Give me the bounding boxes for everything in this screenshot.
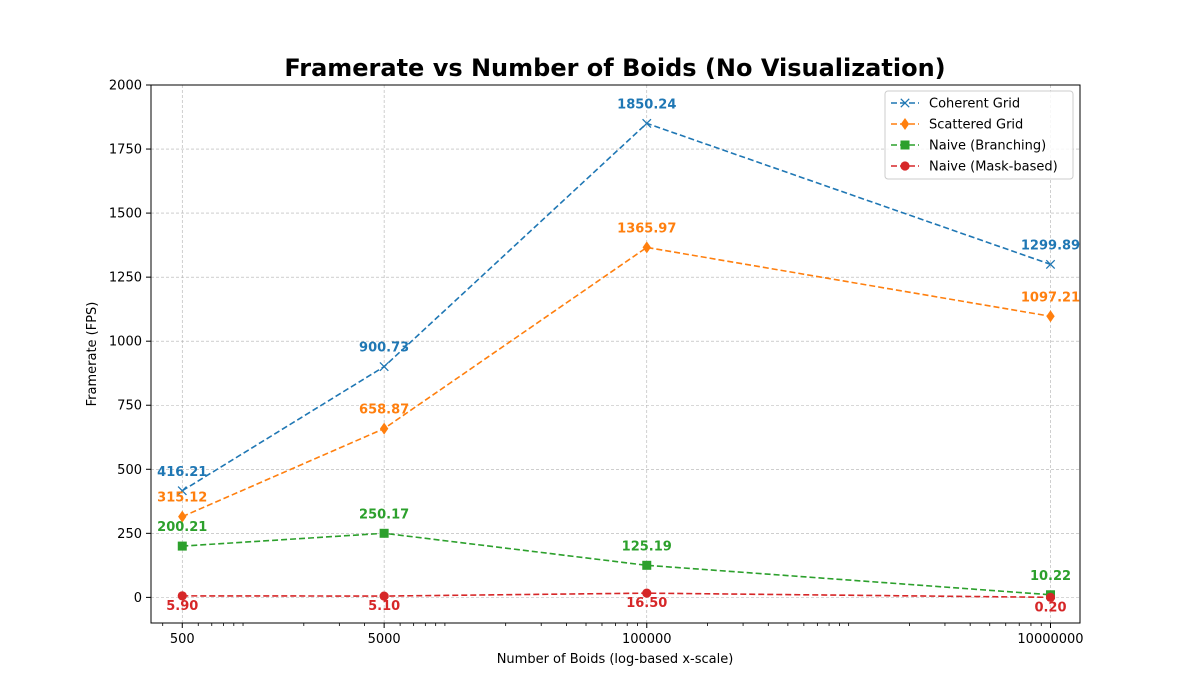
series-line-scattered-grid bbox=[181, 246, 1051, 518]
y-axis-label: Framerate (FPS) bbox=[85, 302, 100, 407]
series-scattered-grid bbox=[178, 241, 1055, 523]
x-tick-label: 10000000 bbox=[1017, 632, 1083, 647]
data-point bbox=[177, 486, 187, 496]
data-label: 125.19 bbox=[622, 539, 672, 554]
data-label: 1097.21 bbox=[1021, 290, 1080, 305]
data-point bbox=[379, 591, 389, 601]
legend-item: Naive (Branching) bbox=[891, 139, 1046, 154]
data-point bbox=[642, 560, 652, 570]
data-point bbox=[178, 510, 187, 523]
series-line-coherent-grid bbox=[181, 122, 1051, 492]
y-tick-label: 0 bbox=[134, 591, 142, 606]
legend-marker bbox=[900, 98, 910, 108]
data-label: 900.73 bbox=[359, 341, 409, 356]
data-point bbox=[642, 241, 651, 254]
legend-item: Scattered Grid bbox=[891, 118, 1023, 133]
legend-marker bbox=[900, 161, 910, 171]
y-tick-label: 1500 bbox=[109, 207, 142, 222]
legend-label: Naive (Mask-based) bbox=[929, 160, 1058, 175]
data-point bbox=[177, 541, 187, 551]
legend-item: Naive (Mask-based) bbox=[891, 160, 1058, 175]
data-point bbox=[1045, 592, 1056, 602]
series-naive-branching bbox=[177, 528, 1056, 600]
data-point bbox=[1045, 259, 1056, 270]
data-label: 416.21 bbox=[157, 465, 207, 480]
y-tick-label: 1000 bbox=[109, 335, 142, 350]
data-label: 200.21 bbox=[157, 520, 207, 535]
data-labels: 416.21 900.73 1850.24 1299.89 315.12 658.87 13… bbox=[157, 97, 1080, 615]
data-label: 1365.97 bbox=[617, 221, 676, 236]
data-point bbox=[177, 591, 187, 601]
series-line-naive-branching bbox=[182, 532, 1051, 596]
data-label: 1299.89 bbox=[1021, 238, 1080, 253]
x-tick-label: 100000 bbox=[622, 632, 672, 647]
legend-label: Coherent Grid bbox=[929, 97, 1020, 112]
data-label: 10.22 bbox=[1030, 569, 1071, 584]
data-point bbox=[642, 588, 652, 598]
data-point bbox=[379, 422, 389, 435]
data-point bbox=[379, 361, 389, 372]
legend-marker bbox=[900, 118, 910, 130]
y-tick-label: 500 bbox=[117, 463, 142, 478]
y-tick-label: 2000 bbox=[109, 79, 142, 94]
legend-box bbox=[884, 90, 1074, 180]
y-tick-label: 250 bbox=[117, 527, 142, 542]
x-axis-label: Number of Boids (log-based x-scale) bbox=[497, 652, 734, 667]
data-label: 16.50 bbox=[626, 596, 667, 611]
data-label: 1850.24 bbox=[617, 97, 676, 112]
data-label: 250.17 bbox=[359, 507, 409, 522]
chart-title: Framerate vs Number of Boids (No Visuali… bbox=[284, 54, 945, 82]
series-naive-mask-based bbox=[177, 588, 1056, 602]
legend-label: Scattered Grid bbox=[929, 118, 1023, 133]
data-point bbox=[1046, 310, 1055, 323]
x-tick-label: 5000 bbox=[368, 632, 401, 647]
data-label: 0.20 bbox=[1034, 600, 1066, 615]
data-label: 315.12 bbox=[157, 491, 207, 506]
series-coherent-grid bbox=[177, 118, 1056, 496]
y-tick-label: 1750 bbox=[109, 143, 142, 158]
y-tick-label: 1250 bbox=[109, 271, 142, 286]
series-line-naive-mask-based bbox=[182, 592, 1051, 599]
legend-label: Naive (Branching) bbox=[929, 139, 1046, 154]
data-point bbox=[642, 118, 652, 129]
axes: 0 250 500 750 1000 1250 1500 1750 2000 500 5000 100… bbox=[109, 79, 1084, 648]
data-label: 658.87 bbox=[359, 403, 409, 418]
y-tick-label: 750 bbox=[117, 399, 142, 414]
legend-item: Coherent Grid bbox=[891, 97, 1020, 112]
series-layer bbox=[177, 118, 1056, 602]
data-label: 5.10 bbox=[368, 599, 400, 614]
legend: Coherent Grid Scattered Grid Naive (Branch… bbox=[884, 90, 1074, 180]
legend-marker bbox=[900, 140, 910, 150]
data-label: 5.90 bbox=[166, 599, 198, 614]
data-point bbox=[379, 528, 389, 538]
x-tick-label: 500 bbox=[170, 632, 195, 647]
